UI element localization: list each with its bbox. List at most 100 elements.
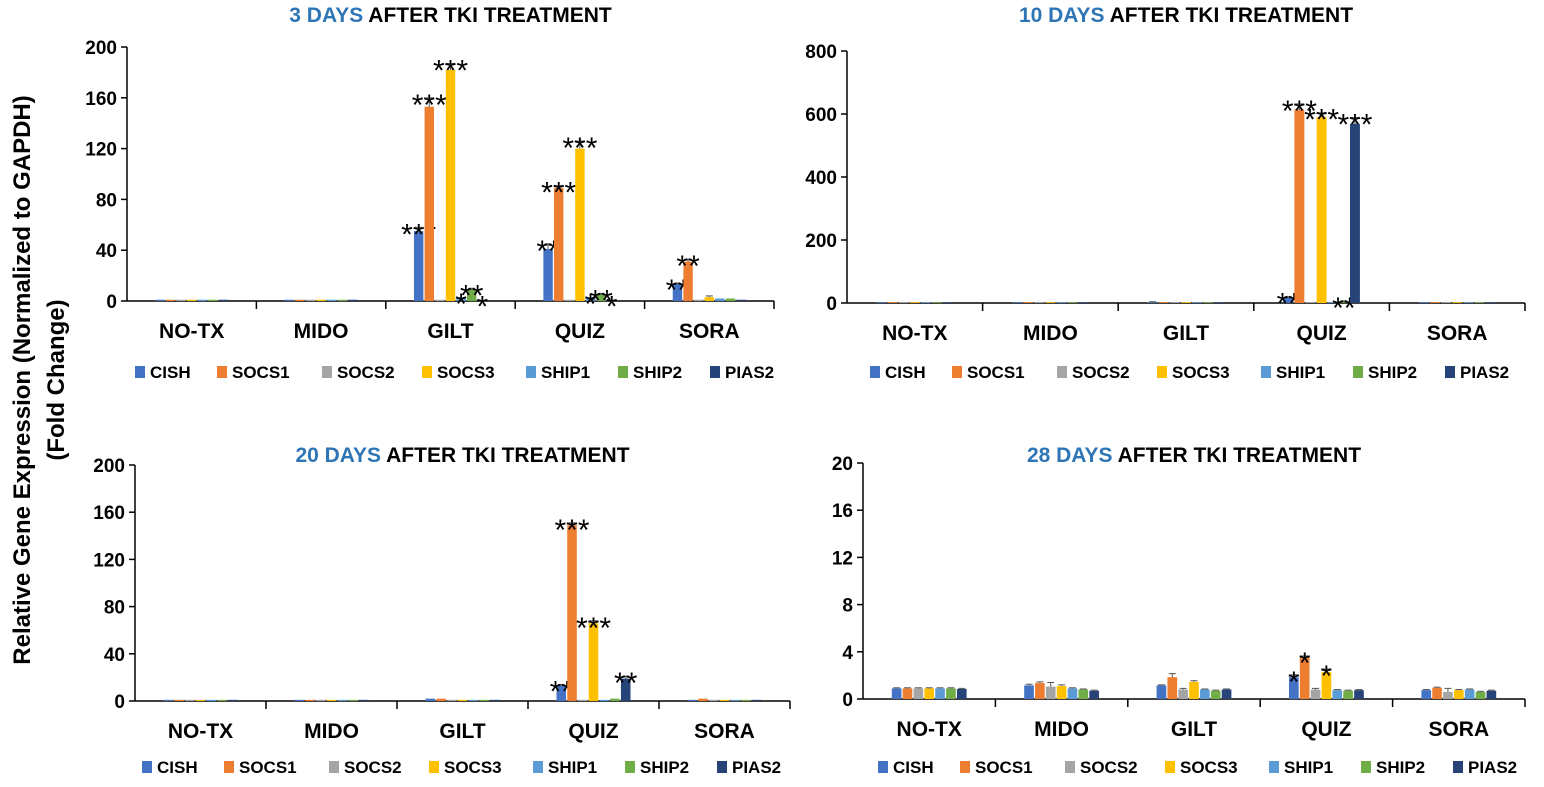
bar-socs3 <box>1321 671 1332 699</box>
bar-pias2 <box>751 699 762 701</box>
bar-socs2 <box>1178 689 1188 699</box>
significance-stars: * <box>1299 647 1311 680</box>
y-tick-label: 4 <box>842 643 853 664</box>
bar-socs2 <box>446 699 457 701</box>
bar-ship2 <box>610 698 620 701</box>
significance-stars: *** <box>1337 108 1372 141</box>
bar-ship1 <box>935 688 945 699</box>
x-category-label: QUIZ <box>1301 718 1351 741</box>
chart-title-rest: AFTER TKI TREATMENT <box>1113 444 1362 467</box>
bar-socs3 <box>445 69 456 301</box>
x-category-label: SORA <box>1428 718 1489 741</box>
chart-title-highlight: 20 DAYS <box>295 444 381 467</box>
bar-ship1 <box>337 699 348 701</box>
y-tick-label: 0 <box>842 690 853 711</box>
chart-10-days: 10 DAYS AFTER TKI TREATMENT 0 200 400 600 800… <box>805 4 1526 382</box>
bar-socs1 <box>1158 302 1169 303</box>
bar-ship2 <box>1474 302 1485 303</box>
bar-pias2 <box>227 699 238 701</box>
bar-cish <box>163 699 174 701</box>
bar-ship1 <box>206 699 217 701</box>
significance-stars: *** <box>562 132 597 165</box>
bar-ship1 <box>715 298 725 301</box>
chart-title-highlight: 28 DAYS <box>1027 444 1113 467</box>
bar-socs1 <box>902 688 913 699</box>
legend-label-ship2: SHIP2 <box>1376 758 1425 777</box>
legend-swatch-ship1 <box>526 366 536 378</box>
y-tick-label: 0 <box>106 292 117 313</box>
x-category-label: SORA <box>679 320 740 343</box>
bar-socs2 <box>184 699 195 701</box>
bar-cish <box>413 231 424 301</box>
y-tick-label: 16 <box>832 501 853 522</box>
x-category-label: MIDO <box>304 720 359 743</box>
bar-ship2 <box>1338 301 1349 303</box>
legend-swatch-socs1 <box>224 761 234 773</box>
bar-socs2 <box>435 299 445 301</box>
chart-title-rest: AFTER TKI TREATMENT <box>1105 4 1354 27</box>
x-category-label: GILT <box>427 320 473 343</box>
chart-title-highlight: 10 DAYS <box>1019 4 1105 27</box>
bar-socs2 <box>1305 302 1316 303</box>
bar-cish <box>284 299 294 301</box>
x-category-label: MIDO <box>1023 322 1078 345</box>
legend-label-pias2: PIAS2 <box>1460 363 1509 382</box>
bar-ship1 <box>468 699 479 701</box>
y-axis-label-line2: (Fold Change) <box>43 299 70 460</box>
bar-cish <box>891 688 902 699</box>
bar-pias2 <box>1221 689 1232 699</box>
bar-ship1 <box>1067 688 1078 699</box>
significance-stars: * <box>455 288 467 321</box>
bar-socs3 <box>1181 302 1191 303</box>
bar-socs1 <box>1299 657 1310 699</box>
y-tick-label: 40 <box>104 645 125 666</box>
bar-socs2 <box>708 699 719 701</box>
bar-ship1 <box>1056 302 1067 303</box>
bar-pias2 <box>1349 123 1360 303</box>
chart-panel-20-days: 20 DAYS AFTER TKI TREATMENT 0 40 80 120 160 20… <box>0 395 791 787</box>
bar-ship2 <box>1203 302 1214 303</box>
bar-ship1 <box>1464 689 1475 699</box>
y-tick-label: 0 <box>114 692 125 713</box>
significance-stars: *** <box>541 176 576 209</box>
legend-swatch-cish <box>878 761 888 773</box>
x-category-label: QUIZ <box>568 720 618 743</box>
bar-ship1 <box>1200 689 1210 699</box>
bar-ship2 <box>1343 690 1353 699</box>
bar-ship2 <box>946 688 956 699</box>
legend-swatch-ship2 <box>625 761 635 773</box>
significance-stars: * <box>1321 660 1333 693</box>
bar-socs1 <box>424 106 434 301</box>
bar-ship2 <box>208 299 218 301</box>
bar-pias2 <box>489 699 500 701</box>
legend-label-socs1: SOCS1 <box>967 363 1025 382</box>
legend-swatch-pias2 <box>1453 761 1463 773</box>
bar-cish <box>1289 677 1299 699</box>
legend-swatch-socs3 <box>429 761 439 773</box>
x-category-label: MIDO <box>1034 718 1089 741</box>
x-category-label: MIDO <box>294 320 349 343</box>
bar-socs2 <box>693 299 704 301</box>
bar-pias2 <box>358 699 369 701</box>
significance-stars: *** <box>433 55 468 88</box>
legend-swatch-socs3 <box>1157 366 1167 378</box>
x-category-label: SORA <box>1427 322 1488 345</box>
significance-stars: ** <box>589 284 613 317</box>
bar-socs3 <box>909 302 920 303</box>
bar-socs2 <box>913 688 924 699</box>
significance-stars: *** <box>1282 95 1317 128</box>
bar-socs3 <box>326 699 337 701</box>
bar-socs1 <box>295 299 305 301</box>
x-category-label: QUIZ <box>1297 322 1347 345</box>
bar-socs2 <box>577 699 588 701</box>
bar-ship2 <box>932 302 942 303</box>
legend-label-cish: CISH <box>157 758 198 777</box>
legend-swatch-ship2 <box>618 366 628 378</box>
bar-socs3 <box>1045 302 1056 303</box>
bar-pias2 <box>1089 690 1099 699</box>
legend-swatch-ship1 <box>1269 761 1279 773</box>
bar-ship2 <box>337 299 348 301</box>
bar-pias2 <box>1485 302 1496 303</box>
bar-socs2 <box>1169 302 1180 303</box>
bar-socs1 <box>174 699 184 701</box>
